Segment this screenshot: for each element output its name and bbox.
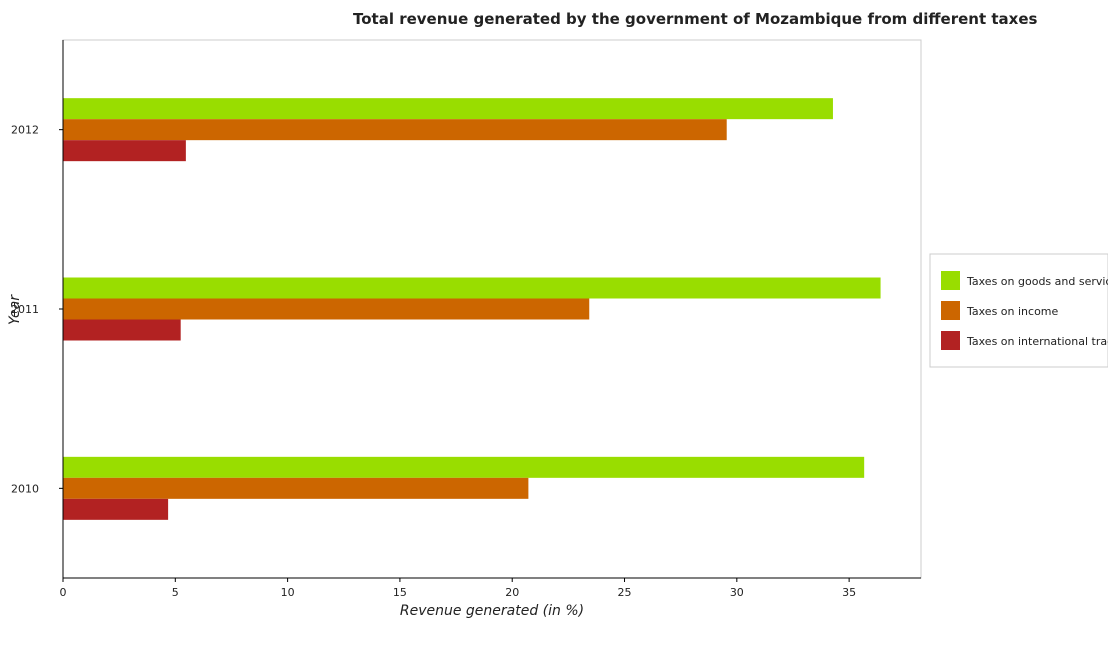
x-tick-label: 30 bbox=[730, 586, 744, 599]
y-axis-label: Year bbox=[7, 294, 23, 325]
bar-2010-series-1 bbox=[63, 456, 865, 478]
bar-2011-series-3 bbox=[63, 319, 181, 341]
legend: Taxes on goods and services Taxes on inco… bbox=[929, 253, 1108, 368]
legend-swatch bbox=[941, 301, 960, 320]
y-tick-label: 2010 bbox=[11, 482, 39, 495]
legend-label: Taxes on international trade bbox=[966, 335, 1108, 348]
bar-2012-series-2 bbox=[63, 119, 727, 141]
x-tick-label: 5 bbox=[172, 586, 179, 599]
y-tick-label: 2011 bbox=[11, 303, 39, 316]
bars-group bbox=[63, 98, 881, 520]
x-tick-label: 10 bbox=[281, 586, 295, 599]
x-tick-label: 25 bbox=[618, 586, 632, 599]
x-axis-label: Revenue generated (in %) bbox=[400, 603, 584, 619]
bar-2012-series-1 bbox=[63, 98, 833, 120]
y-tick-label: 2012 bbox=[11, 124, 39, 137]
legend-swatch bbox=[941, 331, 960, 350]
y-axis: 2010 2011 2012 bbox=[11, 40, 64, 578]
x-tick-label: 35 bbox=[842, 586, 856, 599]
chart-title: Total revenue generated by the governmen… bbox=[353, 10, 1038, 28]
bar-2010-series-3 bbox=[63, 498, 169, 520]
legend-swatch bbox=[941, 271, 960, 290]
x-tick-label: 20 bbox=[505, 586, 519, 599]
bar-2011-series-2 bbox=[63, 298, 590, 320]
legend-label: Taxes on income bbox=[966, 305, 1059, 318]
x-axis: 0 5 10 15 20 25 30 35 bbox=[60, 577, 921, 599]
bar-2011-series-1 bbox=[63, 277, 881, 299]
bar-2012-series-3 bbox=[63, 140, 186, 162]
x-tick-label: 15 bbox=[393, 586, 407, 599]
x-tick-label: 0 bbox=[60, 586, 67, 599]
bar-2010-series-2 bbox=[63, 477, 529, 499]
legend-label: Taxes on goods and services bbox=[966, 275, 1108, 288]
